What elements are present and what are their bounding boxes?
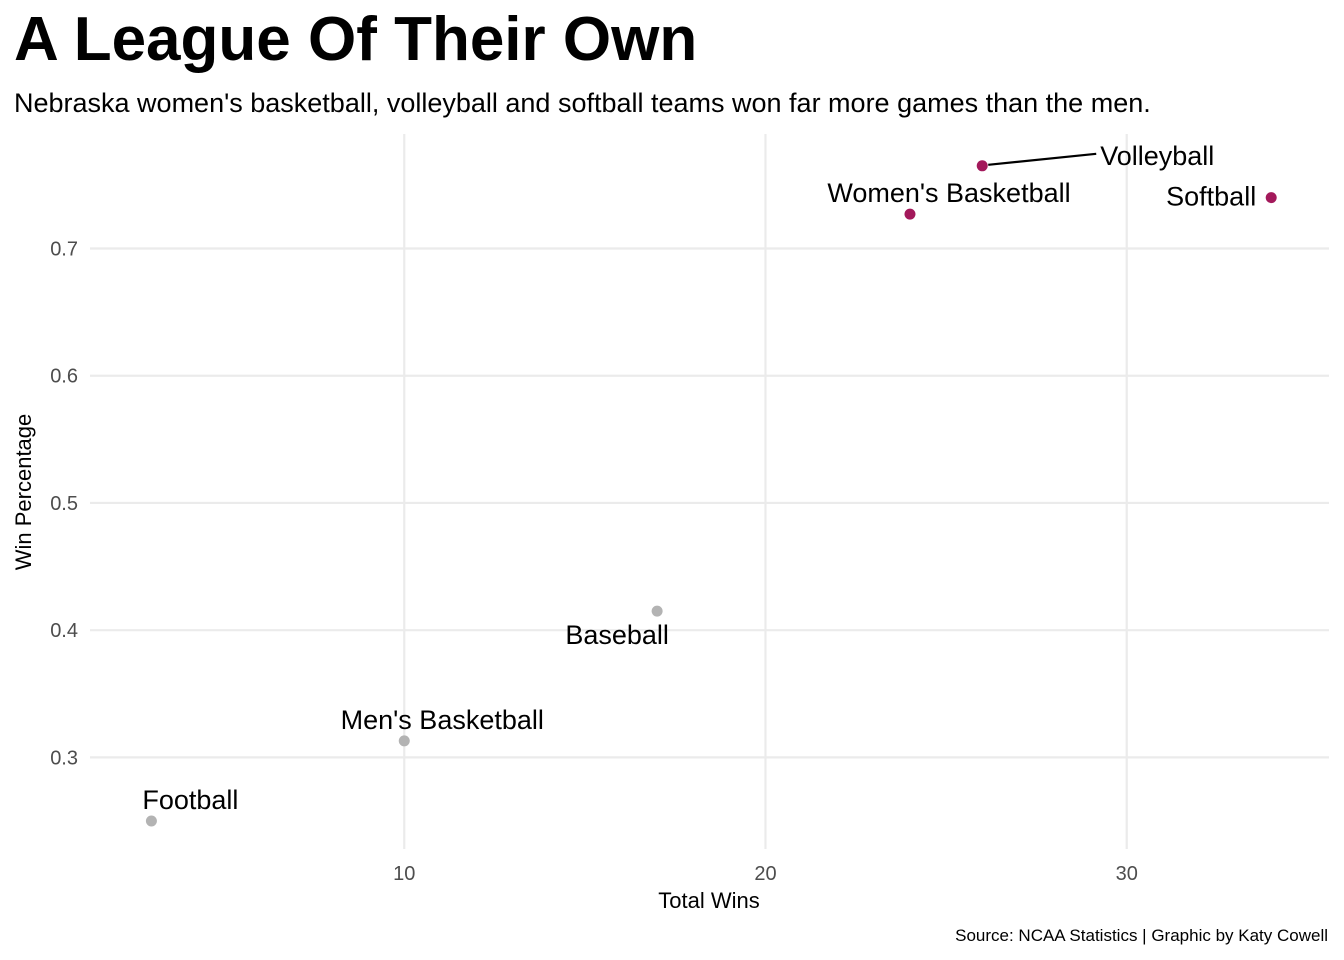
y-tick-label: 0.4 [50, 620, 78, 642]
point-label-baseball: Baseball [565, 620, 669, 650]
y-tick-label: 0.5 [50, 493, 78, 515]
y-tick-label: 0.3 [50, 747, 78, 769]
point-men-s-basketball [398, 735, 410, 747]
x-axis-title: Total Wins [658, 888, 759, 913]
point-football [145, 815, 157, 827]
point-labels: Football Men's Basketball Baseball Women's … [142, 141, 1256, 815]
vertical-gridlines [403, 134, 1128, 849]
horizontal-gridlines [90, 247, 1329, 759]
chart-caption: Source: NCAA Statistics | Graphic by Kat… [955, 926, 1328, 945]
point-volleyball [976, 160, 988, 172]
point-baseball [651, 605, 663, 617]
point-label-football: Football [142, 785, 238, 815]
point-label-softball: Softball [1166, 182, 1256, 212]
point-softball [1265, 192, 1277, 204]
x-tick-label: 20 [754, 863, 776, 885]
chart-title: A League Of Their Own [14, 5, 698, 74]
point-label-women-s-basketball: Women's Basketball [827, 178, 1070, 208]
y-tick-label: 0.7 [50, 239, 78, 261]
y-axis-title: Win Percentage [11, 414, 36, 571]
point-women-s-basketball [904, 208, 916, 220]
chart-subtitle: Nebraska women's basketball, volleyball … [14, 88, 1151, 118]
point-label-men-s-basketball: Men's Basketball [341, 705, 544, 735]
label-leader-lines [988, 152, 1097, 166]
point-label-volleyball: Volleyball [1100, 141, 1214, 171]
y-tick-label: 0.6 [50, 366, 78, 388]
x-tick-labels: 10 20 30 [393, 863, 1138, 885]
y-tick-labels: 0.3 0.4 0.5 0.6 0.7 [50, 239, 78, 770]
x-tick-label: 30 [1116, 863, 1138, 885]
data-points [145, 160, 1277, 827]
leader-line-volleyball [988, 152, 1097, 166]
x-tick-label: 10 [393, 863, 415, 885]
